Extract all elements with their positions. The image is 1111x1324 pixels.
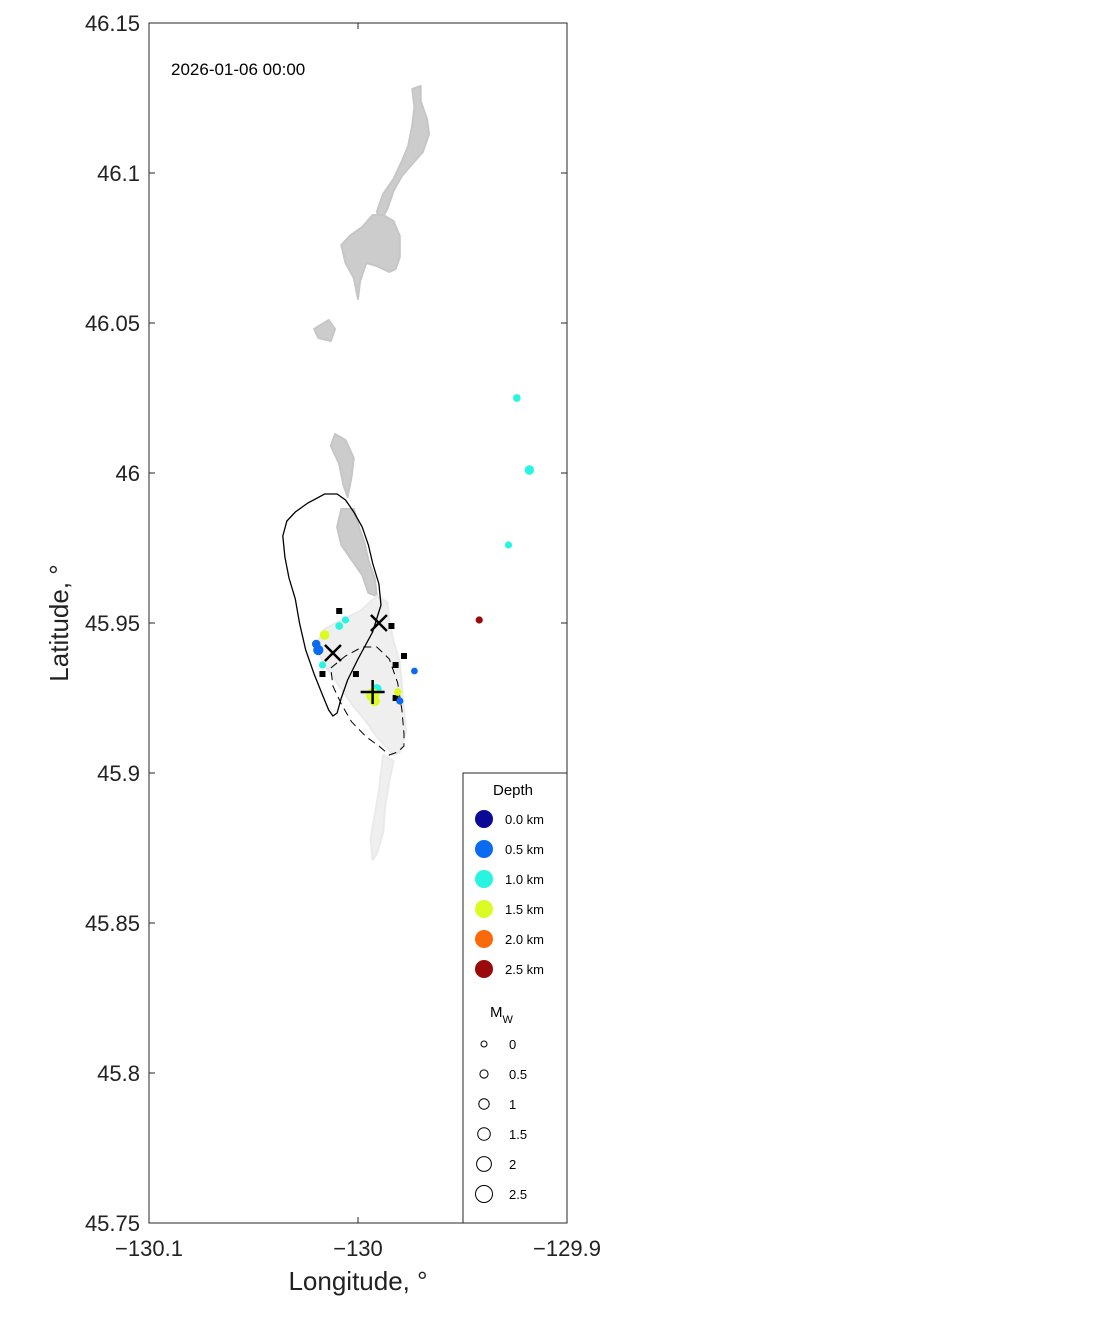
timestamp-label: 2026-01-06 00:00: [171, 60, 305, 79]
tick-layer: 45.75 45.8 45.85 45.9 45.95 46 46.05 46.1 46.15 −…: [85, 11, 601, 1261]
earthquake-point: [335, 622, 344, 630]
legend: Depth 0.0 km 0.5 km 1.0 km 1.5 km 2.0 km 2.5 …: [462, 772, 568, 1224]
station-marker: [392, 695, 399, 701]
lava-flow-dark: [313, 319, 336, 342]
earthquake-point: [411, 667, 418, 675]
earthquake-point: [318, 661, 327, 669]
y-tick-label: 45.95: [85, 611, 140, 636]
legend-mw-label: 1.5: [509, 1127, 527, 1142]
outline-layer: [282, 493, 405, 756]
y-tick-label: 45.8: [97, 1061, 140, 1086]
station-layer: [319, 608, 407, 701]
legend-box: [462, 772, 568, 1224]
legend-depth-swatch: [475, 840, 493, 858]
legend-depth-swatch: [475, 960, 493, 978]
x-marker: [324, 644, 342, 662]
y-tick-label: 45.85: [85, 911, 140, 936]
earthquake-point: [369, 695, 380, 707]
legend-depth-label: 0.0 km: [505, 812, 544, 827]
lava-flow-dark: [329, 433, 355, 498]
plus-marker: [360, 680, 385, 704]
earthquake-point: [313, 644, 324, 656]
legend-depth-swatch: [475, 900, 493, 918]
legend-mw-label: 2: [509, 1157, 516, 1172]
legend-mw-swatch: [478, 1098, 490, 1110]
y-tick-label: 45.9: [97, 761, 140, 786]
legend-depth-label: 0.5 km: [505, 842, 544, 857]
legend-mw-label: 1: [509, 1097, 516, 1112]
y-tick-label: 45.75: [85, 1211, 140, 1236]
y-tick-label: 46.1: [97, 161, 140, 186]
x-axis-label: Longitude, °: [288, 1266, 427, 1296]
legend-mw-title-sub: W: [503, 1014, 514, 1026]
legend-mw-label: 0.5: [509, 1067, 527, 1082]
legend-mw-swatch: [475, 1185, 493, 1203]
earthquake-point: [341, 616, 350, 624]
x-tick-label: −130: [333, 1236, 383, 1261]
legend-depth-label: 2.5 km: [505, 962, 544, 977]
legend-mw-swatch: [476, 1156, 492, 1172]
station-marker: [400, 653, 407, 659]
x-tick-label: −130.1: [115, 1236, 183, 1261]
lava-flow-dark: [336, 508, 378, 597]
legend-mw-label: 2.5: [509, 1187, 527, 1202]
y-tick-label: 46.15: [85, 11, 140, 36]
station-marker: [388, 623, 395, 629]
legend-depth-label: 2.0 km: [505, 932, 544, 947]
earthquake-point: [319, 630, 330, 640]
marker-layer: [324, 614, 388, 704]
lava-flow-layer-dark: [313, 85, 431, 597]
legend-depth-swatch: [475, 870, 493, 888]
eruption-outline: [330, 646, 405, 756]
legend-depth-items: 0.0 km 0.5 km 1.0 km 1.5 km 2.0 km 2.5 km: [475, 810, 544, 978]
legend-mw-swatch: [479, 1069, 489, 1079]
earthquake-point: [504, 541, 513, 549]
legend-depth-label: 1.0 km: [505, 872, 544, 887]
lava-flow-layer-light: [315, 595, 408, 861]
x-tick-label: −129.9: [533, 1236, 601, 1261]
earthquake-point: [475, 616, 483, 624]
lava-flow-dark: [340, 214, 401, 300]
y-axis-label: Latitude, °: [44, 564, 74, 681]
legend-mw-label: 0: [509, 1037, 516, 1052]
lava-flow-dark: [375, 85, 431, 222]
legend-magnitude-items: 0 0.5 1 1.5 2 2.5: [475, 1037, 527, 1203]
caldera-outline: [282, 493, 382, 717]
earthquake-point: [393, 688, 402, 696]
station-marker: [319, 671, 326, 677]
legend-depth-title: Depth: [493, 782, 533, 799]
earthquake-point: [396, 697, 404, 705]
legend-depth-label: 1.5 km: [505, 902, 544, 917]
station-marker: [352, 671, 359, 677]
earthquake-point: [513, 394, 521, 402]
lava-flow-light: [369, 754, 395, 861]
legend-depth-swatch: [475, 930, 493, 948]
y-tick-label: 46.05: [85, 311, 140, 336]
y-tick-label: 46: [116, 461, 140, 486]
legend-mw-swatch: [480, 1040, 488, 1048]
station-marker: [392, 662, 399, 668]
legend-mw-title: MW: [490, 1004, 514, 1026]
legend-mw-swatch: [477, 1127, 491, 1141]
earthquake-point: [524, 465, 535, 475]
x-marker: [370, 614, 388, 632]
legend-mw-title-main: M: [490, 1004, 503, 1021]
station-marker: [336, 608, 343, 614]
legend-depth-swatch: [475, 810, 493, 828]
